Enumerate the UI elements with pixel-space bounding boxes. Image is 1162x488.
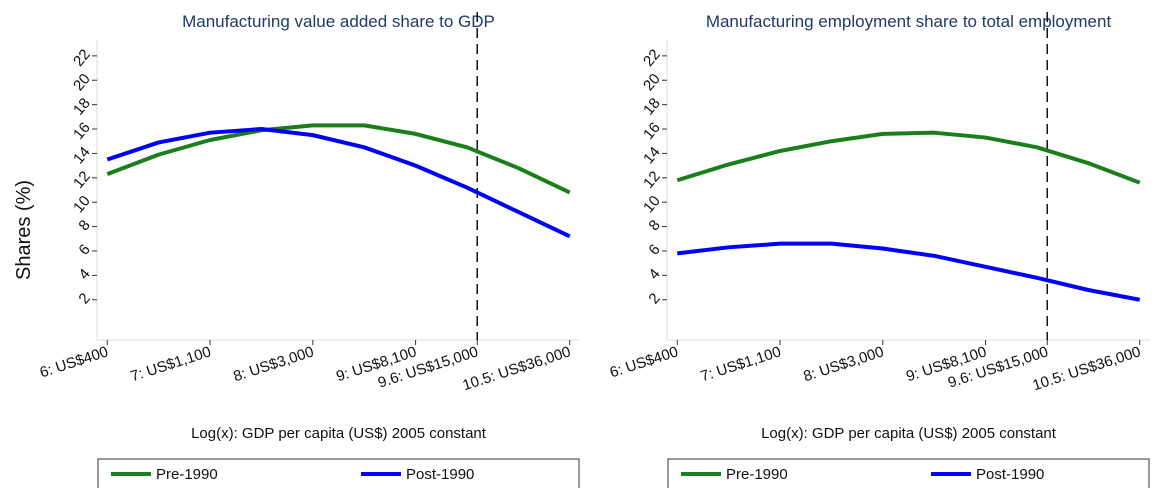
y-tick-label: 2 — [645, 290, 663, 307]
series-line — [106, 123, 571, 195]
series-line — [677, 241, 1141, 302]
legend-box — [97, 458, 580, 488]
x-tick-label: 7: US$1,100 — [699, 343, 784, 385]
y-tick-label: 12 — [70, 168, 94, 192]
y-tick-label: 18 — [640, 95, 664, 119]
x-tick-label: 8: US$3,000 — [231, 343, 316, 385]
legend-label: Post-1990 — [406, 466, 474, 483]
series-line — [106, 127, 571, 239]
x-tick-label: 8: US$3,000 — [801, 343, 886, 385]
legend-label: Pre-1990 — [156, 466, 218, 483]
x-tick-label: 6: US$400 — [38, 343, 111, 381]
chart-title: Manufacturing value added share to GDP — [182, 12, 495, 31]
y-tick-label: 16 — [640, 119, 664, 143]
y-tick-label: 22 — [70, 46, 94, 70]
y-tick-label: 14 — [640, 144, 664, 168]
x-tick-label: 7: US$1,100 — [129, 343, 214, 385]
x-axis-label: Log(x): GDP per capita (US$) 2005 consta… — [191, 425, 487, 442]
y-tick-label: 6 — [75, 241, 93, 258]
y-tick-label: 6 — [645, 241, 663, 258]
y-tick-label: 22 — [640, 46, 664, 70]
legend-label: Post-1990 — [976, 466, 1044, 483]
y-tick-label: 14 — [70, 144, 94, 168]
y-tick-label: 4 — [75, 266, 93, 283]
legend-box — [667, 458, 1150, 488]
x-tick-label: 6: US$400 — [608, 343, 681, 381]
y-tick-label: 10 — [640, 192, 664, 216]
x-axis-label: Log(x): GDP per capita (US$) 2005 consta… — [761, 425, 1057, 442]
y-tick-label: 10 — [70, 192, 94, 216]
y-tick-label: 18 — [70, 95, 94, 119]
chart-title: Manufacturing employment share to total … — [706, 12, 1112, 31]
y-tick-label: 20 — [70, 71, 94, 95]
y-tick-label: 16 — [70, 119, 94, 143]
y-tick-label: 8 — [75, 217, 93, 234]
y-tick-label: 20 — [640, 71, 664, 95]
y-axis-label: Shares (%) — [13, 180, 35, 280]
y-tick-label: 4 — [645, 266, 663, 283]
series-line — [676, 130, 1141, 185]
y-tick-label: 8 — [645, 217, 663, 234]
legend-label: Pre-1990 — [726, 466, 788, 483]
y-tick-label: 2 — [75, 290, 93, 307]
y-tick-label: 12 — [640, 168, 664, 192]
